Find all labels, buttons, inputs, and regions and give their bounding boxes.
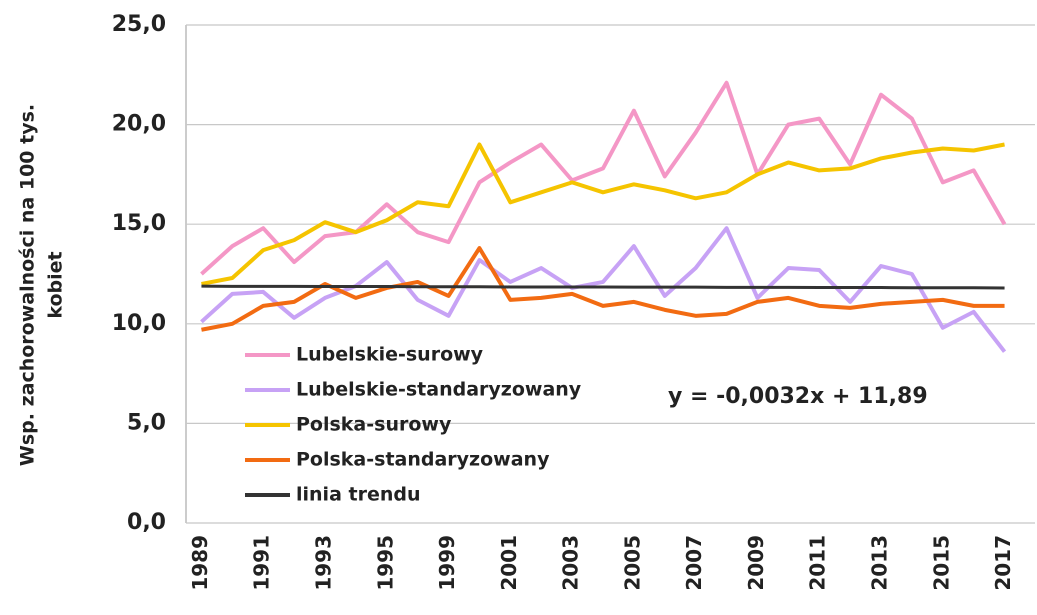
x-tick-label: 2017	[991, 535, 1015, 591]
line-series	[201, 142, 1005, 286]
line-series	[200, 226, 1007, 353]
x-tick-label: 2007	[682, 535, 706, 591]
x-tick-label: 1995	[373, 535, 397, 591]
legend-label: Lubelskie-surowy	[296, 344, 484, 366]
y-axis-label: kobiet	[45, 251, 67, 318]
x-tick-label: 2003	[559, 535, 583, 591]
y-tick-label: 25,0	[112, 12, 166, 37]
y-tick-label: 20,0	[112, 112, 166, 137]
legend-label: Polska-surowy	[296, 414, 452, 436]
y-tick-label: 15,0	[112, 211, 166, 236]
x-tick-label: 2005	[620, 535, 644, 591]
x-tick-label: 1993	[312, 535, 336, 591]
y-tick-label: 10,0	[112, 311, 166, 336]
legend-label: linia trendu	[296, 484, 421, 506]
line-series	[200, 80, 1007, 276]
x-tick-label: 2013	[868, 535, 892, 591]
x-tick-label: 1991	[250, 535, 274, 591]
line-series	[201, 284, 1005, 290]
y-tick-label: 0,0	[127, 510, 166, 535]
y-axis-label: Wsp. zachorowalności na 100 tys.	[17, 104, 39, 466]
legend-label: Polska-standaryzowany	[296, 449, 550, 471]
x-tick-label: 2001	[497, 535, 521, 591]
line-series	[201, 246, 1005, 332]
x-tick-label: 2009	[744, 535, 768, 591]
legend-label: Lubelskie-standaryzowany	[296, 379, 582, 401]
y-tick-label: 5,0	[127, 410, 166, 435]
x-tick-label: 2011	[806, 535, 830, 591]
x-tick-label: 2015	[929, 535, 953, 591]
trend-equation: y = -0,0032x + 11,89	[668, 384, 928, 409]
x-tick-label: 1999	[435, 535, 459, 591]
x-tick-label: 1989	[188, 535, 212, 591]
